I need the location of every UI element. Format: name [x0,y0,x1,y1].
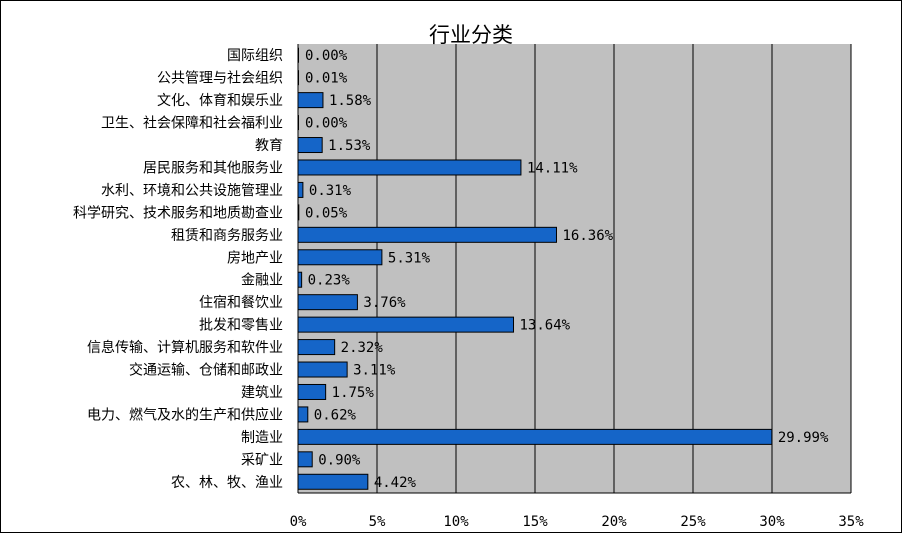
data-label: 0.00% [305,116,348,132]
bar [297,294,358,311]
bar [297,271,303,288]
x-tick-label: 10% [443,514,469,530]
data-label: 0.62% [314,407,357,423]
category-label: 卫生、社会保障和社会福利业 [101,116,283,132]
bar [297,92,324,109]
data-label: 1.58% [329,93,372,109]
data-label: 1.53% [328,138,371,154]
data-label: 2.32% [341,340,384,356]
x-tick-label: 35% [838,514,864,530]
bar [297,204,300,221]
x-tick-labels: 0% 5% 10% 15% 20% 25% 30% 35% [290,514,865,530]
category-label: 租赁和商务服务业 [171,228,283,244]
bar [297,361,348,378]
bar [298,47,299,63]
x-tick-label: 30% [759,514,785,530]
x-tick-label: 0% [290,514,307,530]
data-label: 0.90% [318,452,361,468]
bar [297,339,336,356]
bar [298,70,299,86]
category-label: 文化、体育和娱乐业 [157,93,283,109]
plot-area [298,44,851,493]
bar [298,115,299,131]
data-label: 14.11% [527,160,578,176]
data-label: 3.76% [363,295,406,311]
category-label: 采矿业 [241,452,283,468]
x-tick-label: 5% [369,514,386,530]
data-label: 0.05% [305,205,348,221]
data-label: 1.75% [332,385,375,401]
category-label: 房地产业 [227,250,283,266]
data-label: 3.11% [353,363,396,379]
bar [297,249,383,266]
data-label: 16.36% [562,228,613,244]
bar [297,226,557,243]
bar [297,137,323,154]
category-label: 金融业 [241,273,283,289]
data-label: 0.31% [309,183,352,199]
category-label: 住宿和餐饮业 [199,294,283,311]
category-labels: 国际组织公共管理与社会组织文化、体育和娱乐业卫生、社会保障和社会福利业教育居民服… [73,48,283,491]
data-label: 13.64% [520,318,571,334]
x-tick-label: 20% [601,514,627,530]
category-label: 科学研究、技术服务和地质勘查业 [73,205,283,221]
bar [297,406,309,423]
category-label: 国际组织 [227,48,283,64]
category-label: 信息传输、计算机服务和软件业 [87,339,283,356]
category-label: 农、林、牧、渔业 [171,475,283,491]
data-label: 0.00% [305,48,348,64]
category-label: 制造业 [241,430,283,446]
data-label: 0.01% [305,71,348,87]
bar [297,181,304,198]
gridlines [297,44,852,494]
bar [297,316,515,333]
category-label: 电力、燃气及水的生产和供应业 [87,406,283,423]
category-label: 建筑业 [241,385,283,401]
data-label: 4.42% [374,475,417,491]
category-label: 居民服务和其他服务业 [143,160,283,176]
data-label: 0.23% [308,273,351,289]
data-label: 29.99% [778,430,829,446]
category-label: 教育 [255,138,283,154]
bars [297,47,773,490]
bar [297,451,313,468]
bar [297,473,369,490]
bar [297,159,522,176]
x-tick-label: 25% [680,514,706,530]
category-label: 批发和零售业 [199,318,283,334]
data-labels: 0.00% 0.01% 1.58% 0.00% 1.53% 14.11% 0.31% 0.05… [305,48,829,491]
category-label: 交通运输、仓储和邮政业 [129,362,283,379]
x-tick-label: 15% [522,514,548,530]
data-label: 5.31% [388,250,431,266]
bar [297,383,327,400]
category-label: 公共管理与社会组织 [157,71,283,87]
category-label: 水利、环境和公共设施管理业 [101,183,283,199]
chart-title: 行业分类 [429,23,513,47]
bar [297,428,773,445]
